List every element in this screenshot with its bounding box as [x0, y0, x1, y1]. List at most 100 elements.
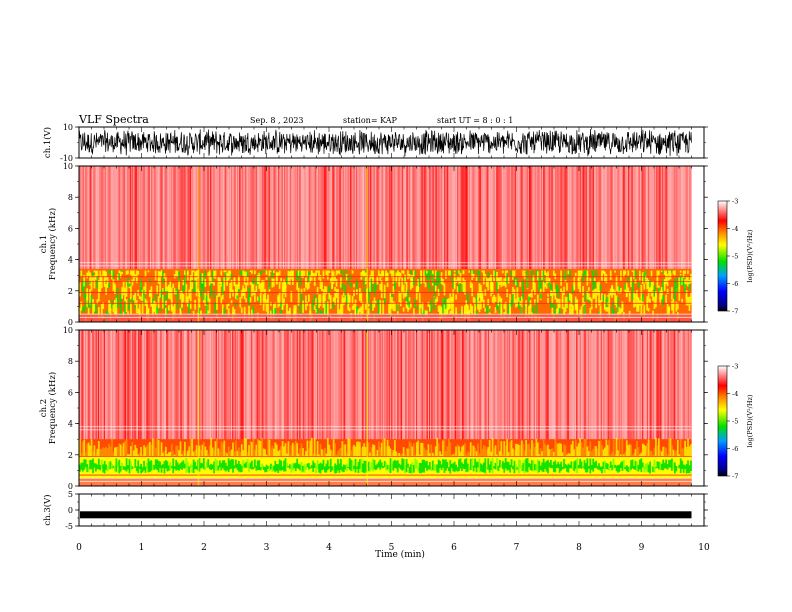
- ch1-low-band-cell: [391, 270, 393, 278]
- ch2-mid-band-cell: [426, 450, 428, 457]
- ch1-low-band-cell: [557, 308, 560, 314]
- ch2-spec-column: [364, 330, 366, 486]
- ch1-low-band-cell: [325, 270, 328, 276]
- ch1-low-band-cell: [248, 305, 250, 321]
- ch1-low-band-cell: [188, 304, 191, 316]
- ch1-spec-column: [594, 166, 597, 322]
- ch2-low-band-cell: [599, 466, 602, 471]
- ch1-spec-column: [599, 166, 602, 322]
- ch1-colorbar-tick-label: -5: [732, 253, 738, 261]
- ch2-spec-column: [94, 330, 96, 486]
- ch2-spec-column: [574, 330, 577, 486]
- ch2-low-band-cell: [147, 458, 150, 473]
- ch2-mid-band-cell: [383, 438, 386, 457]
- ch2-low-band-cell: [526, 457, 529, 473]
- ch2-low-band-cell: [344, 465, 347, 470]
- ch1-spec-column: [563, 166, 565, 322]
- ch2-spec-column: [340, 330, 342, 486]
- ch1-spec-column: [444, 166, 446, 322]
- ch1-low-band-cell: [79, 291, 81, 297]
- ch2-low-band-cell: [523, 460, 526, 474]
- ch2-low-band-cell: [289, 464, 291, 469]
- ch2-spec-y-tick-label: 8: [68, 357, 73, 366]
- ch1-low-band-cell: [103, 279, 106, 287]
- ch1-low-band-cell: [128, 298, 131, 311]
- ch1-spec-column: [564, 166, 566, 322]
- ch1-low-band-cell: [666, 288, 669, 294]
- ch2-mid-band-cell: [688, 446, 691, 457]
- ch1-low-band-cell: [198, 303, 201, 317]
- ch2-spec-column: [222, 330, 225, 486]
- ch2-spec-column: [331, 330, 333, 486]
- ch1-low-band-cell: [170, 299, 173, 310]
- ch2-colorbar-label: log(PSD)(V²/Hz): [746, 394, 754, 447]
- ch1-colorbar-tick-label: -6: [732, 280, 738, 288]
- ch2-spec-column: [233, 330, 235, 486]
- ch1-low-band-cell: [316, 287, 319, 294]
- ch1-spec-column: [538, 166, 540, 322]
- ch1-low-band-cell: [81, 279, 84, 291]
- ch1-low-band-cell: [523, 270, 526, 273]
- ch2-mid-band-cell: [181, 454, 183, 457]
- ch1-low-band-cell: [599, 300, 602, 305]
- ch2-low-band-cell: [679, 458, 682, 473]
- ch1-spec-column: [210, 166, 213, 322]
- ch1-low-band-cell: [604, 294, 606, 308]
- ch1-low-band-cell: [681, 276, 684, 285]
- ch1-low-band-cell: [132, 276, 135, 282]
- ch2-low-band-cell: [674, 462, 676, 474]
- ch2-spec-column: [432, 330, 434, 486]
- ch1-spec-column: [646, 166, 649, 322]
- ch1-spec-column: [372, 166, 374, 322]
- ch2-mid-band-cell: [501, 454, 504, 457]
- ch1-spec-column: [307, 166, 309, 322]
- ch2-spec-column: [487, 330, 490, 486]
- ch3-wave-y-tick-label: -5: [65, 522, 73, 531]
- ch2-low-band-cell: [501, 461, 504, 469]
- ch2-low-band-cell: [662, 459, 665, 471]
- ch2-mid-band-cell: [223, 440, 226, 457]
- ch1-low-band-cell: [204, 275, 207, 287]
- ch2-spec-column: [213, 330, 215, 486]
- ch1-low-band-cell: [682, 280, 685, 285]
- ch1-spec-column: [221, 166, 223, 322]
- ch1-low-band-cell: [89, 272, 91, 286]
- ch1-low-band-cell: [650, 286, 653, 297]
- ch1-low-band-cell: [96, 299, 99, 305]
- ch1-low-band-cell: [86, 296, 89, 308]
- ch2-mid-band-cell: [601, 444, 603, 457]
- ch2-mid-band-cell: [186, 450, 189, 457]
- ch1-spec-column: [182, 166, 185, 322]
- ch2-low-band-cell: [243, 463, 246, 468]
- ch1-low-band-cell: [163, 294, 166, 310]
- ch1-low-band-cell: [401, 270, 404, 273]
- ch2-spec-column: [484, 330, 486, 486]
- ch1-spec-column: [272, 166, 274, 322]
- ch2-mid-band-cell: [566, 454, 568, 457]
- ch2-spec-column: [358, 330, 360, 486]
- ch2-spec-column: [338, 330, 340, 486]
- ch1-low-band-cell: [636, 290, 638, 299]
- ch2-low-band-cell: [570, 461, 573, 469]
- ch1-spec-column: [676, 166, 678, 322]
- ch1-low-band-cell: [242, 270, 245, 276]
- ch1-low-band-cell: [112, 278, 115, 292]
- ch2-low-band-cell: [608, 465, 611, 471]
- ch2-low-band-cell: [146, 462, 148, 469]
- ch2-spec-column: [444, 330, 446, 486]
- ch1-low-band-cell: [329, 295, 332, 309]
- ch1-low-band-cell: [570, 294, 573, 308]
- ch1-low-band-cell: [477, 270, 479, 275]
- ch1-spec-column: [185, 166, 187, 322]
- ch1-spec-column: [433, 166, 436, 322]
- ch2-low-band-cell: [192, 459, 195, 474]
- ch1-low-band-cell: [517, 298, 520, 310]
- ch2-mid-band-cell: [517, 444, 520, 457]
- ch1-low-band-cell: [324, 302, 326, 315]
- ch2-low-band-cell: [372, 458, 374, 472]
- ch1-low-band-cell: [627, 270, 630, 276]
- ch2-mid-band-cell: [272, 448, 275, 457]
- ch1-low-band-cell: [383, 284, 386, 294]
- ch2-low-band-cell: [227, 458, 230, 473]
- ch1-spec-column: [609, 166, 611, 322]
